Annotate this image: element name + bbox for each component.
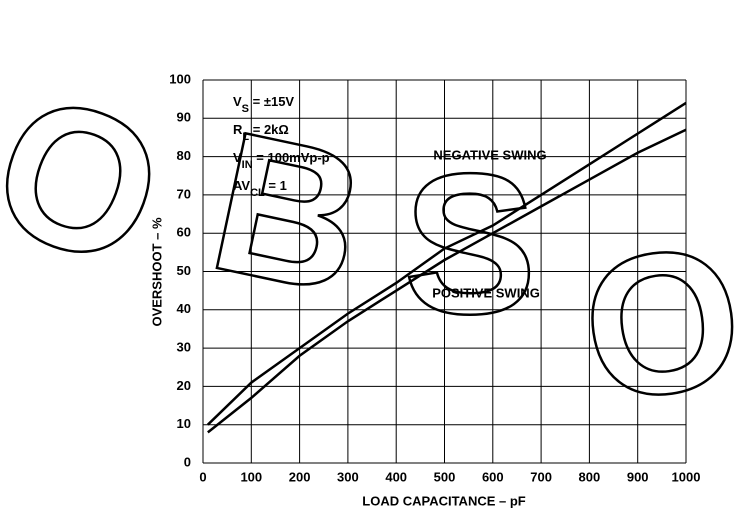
y-tick-label: 0 — [184, 454, 191, 469]
watermark-letter: O — [570, 203, 747, 445]
y-tick-label: 10 — [177, 416, 191, 431]
annotation-sub: L — [242, 131, 249, 143]
x-tick-label: 900 — [627, 469, 649, 484]
x-tick-label: 700 — [530, 469, 552, 484]
annotation: VIN = 100mVp-p — [233, 150, 330, 170]
y-tick-label: 60 — [177, 225, 191, 240]
series-label: NEGATIVE SWING — [433, 147, 546, 162]
series-label: POSITIVE SWING — [432, 285, 540, 300]
y-tick-label: 50 — [177, 263, 191, 278]
y-tick-label: 100 — [169, 71, 191, 86]
watermark-letter: S — [403, 133, 536, 356]
annotation-main: V — [233, 150, 242, 165]
x-tick-label: 1000 — [672, 469, 701, 484]
annotation-rest: = ±15V — [249, 94, 294, 109]
annotation-sub: S — [242, 103, 249, 115]
y-tick-label: 20 — [177, 378, 191, 393]
x-tick-label: 100 — [240, 469, 262, 484]
x-tick-label: 0 — [199, 469, 206, 484]
series-line — [206, 101, 687, 426]
x-tick-label: 600 — [482, 469, 504, 484]
annotation-rest: = 2kΩ — [249, 122, 289, 137]
series-line — [207, 128, 687, 434]
y-axis-label: OVERSHOOT – % — [149, 217, 164, 327]
annotation-rest: = 1 — [265, 178, 287, 193]
x-tick-label: 400 — [385, 469, 407, 484]
annotation: AVCL = 1 — [233, 178, 287, 198]
annotation-sub: CL — [250, 187, 265, 199]
y-tick-label: 90 — [177, 110, 191, 125]
annotation-main: AV — [233, 178, 250, 193]
x-tick-label: 500 — [434, 469, 456, 484]
x-axis-label: LOAD CAPACITANCE – pF — [362, 493, 526, 508]
annotation-main: R — [233, 122, 243, 137]
annotation-sub: IN — [242, 159, 253, 171]
annotation-rest: = 100mVp-p — [253, 150, 330, 165]
y-tick-label: 40 — [177, 301, 191, 316]
annotation-main: V — [233, 94, 242, 109]
y-tick-label: 80 — [177, 148, 191, 163]
y-tick-label: 70 — [177, 186, 191, 201]
y-tick-label: 30 — [177, 340, 191, 355]
x-tick-label: 300 — [337, 469, 359, 484]
x-tick-label: 200 — [289, 469, 311, 484]
x-tick-label: 800 — [579, 469, 601, 484]
annotation: VS = ±15V — [233, 94, 294, 114]
annotation: RL = 2kΩ — [233, 122, 289, 142]
